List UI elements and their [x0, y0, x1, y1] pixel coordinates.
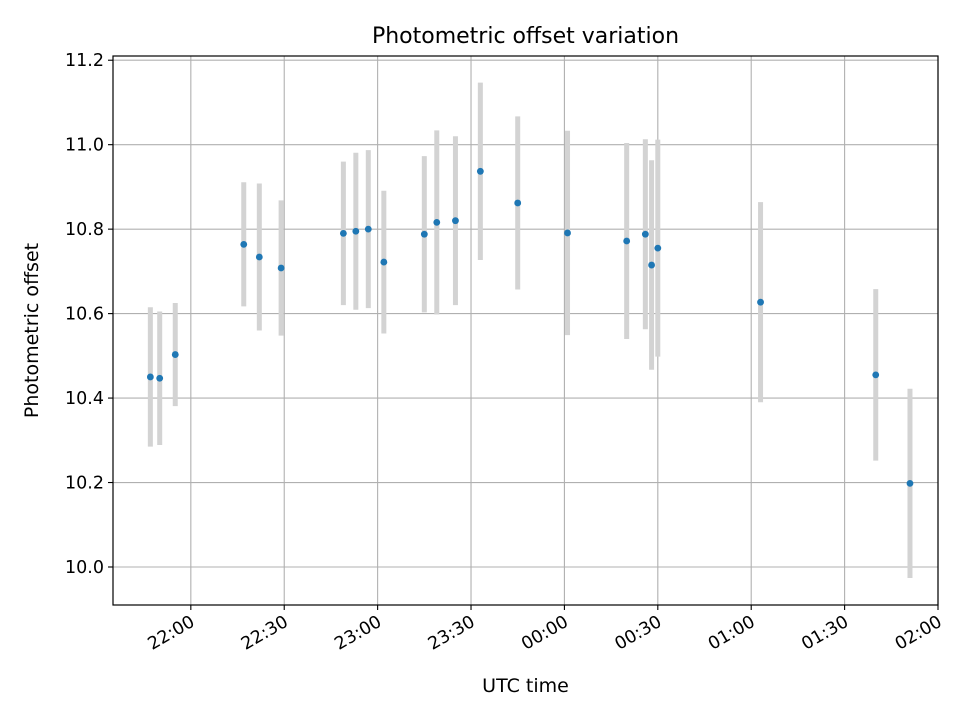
data-point	[906, 479, 914, 487]
data-point	[564, 229, 571, 237]
x-tick-label: 02:00	[892, 612, 946, 655]
y-tick-label: 11.2	[65, 51, 104, 71]
data-point	[146, 373, 154, 381]
data-point	[757, 298, 764, 306]
data-point	[641, 230, 649, 238]
x-tick-label: 01:00	[705, 612, 759, 655]
x-tick-label: 22:30	[238, 612, 292, 655]
data-point	[352, 227, 360, 235]
data-point	[277, 264, 285, 272]
x-tick-label: 00:30	[612, 612, 666, 655]
x-tick-label: 23:00	[331, 612, 385, 655]
data-point	[420, 230, 428, 238]
axis-ticks: 10.0 10.2 10.4 10.6 10.8 11.0 11.2 22:00 22:30 23…	[65, 51, 945, 654]
x-tick-label: 22:00	[145, 612, 199, 655]
data-point	[171, 351, 179, 358]
y-axis-label: Photometric offset	[21, 243, 43, 418]
data-point	[648, 261, 655, 269]
data-point	[623, 237, 631, 245]
data-point	[476, 167, 484, 175]
x-tick-label: 01:30	[798, 612, 852, 655]
data-point	[452, 217, 459, 225]
y-tick-label: 10.4	[65, 389, 104, 409]
y-tick-label: 10.8	[65, 220, 104, 240]
data-point	[514, 199, 522, 207]
y-tick-label: 11.0	[65, 136, 104, 156]
x-tick-label: 23:30	[425, 612, 479, 655]
y-tick-label: 10.0	[65, 558, 104, 578]
data-point	[364, 225, 372, 233]
x-axis-label: UTC time	[482, 675, 569, 697]
chart-title: Photometric offset variation	[372, 24, 679, 49]
x-tick-label: 00:00	[518, 612, 572, 655]
data-point	[156, 374, 164, 382]
data-points	[146, 167, 914, 487]
data-point	[339, 229, 347, 237]
data-point	[433, 218, 441, 226]
y-tick-label: 10.2	[65, 474, 104, 494]
data-point	[380, 258, 388, 266]
data-point	[255, 253, 263, 261]
data-point	[240, 240, 248, 248]
plot-area-frame	[112, 55, 939, 606]
grid-lines	[113, 56, 939, 605]
error-bars	[147, 82, 913, 578]
data-point	[872, 371, 880, 379]
y-tick-label: 10.6	[65, 305, 104, 325]
data-point	[654, 244, 662, 252]
